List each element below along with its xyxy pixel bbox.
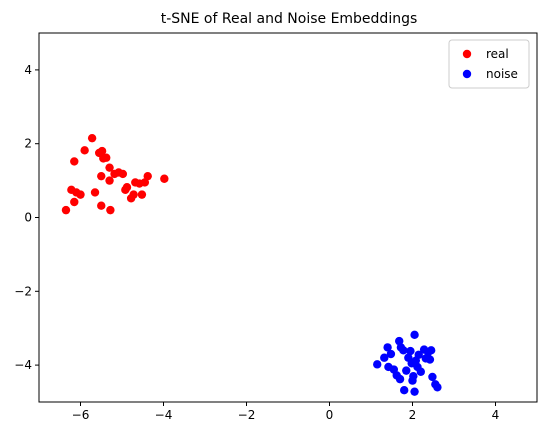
plot-frame	[38, 32, 538, 403]
real-point	[137, 190, 147, 199]
noise-point	[433, 383, 442, 392]
noise-point	[416, 367, 425, 376]
real-point	[80, 146, 89, 155]
y-axis: −4 −2 0 2 4	[14, 63, 39, 372]
data-points	[61, 133, 442, 396]
chart-title: t-SNE of Real and Noise Embeddings	[161, 11, 418, 27]
noise-point	[373, 360, 382, 369]
real-point	[105, 176, 114, 185]
x-axis: −6 −4 −2 0 2 4	[72, 402, 500, 422]
noise-point	[395, 374, 405, 384]
real-point	[106, 205, 115, 215]
real-point	[87, 133, 97, 143]
noise-point	[383, 343, 392, 352]
real-point	[122, 183, 132, 192]
real-point	[118, 169, 128, 179]
noise-point	[400, 385, 409, 395]
legend-label-real: real	[486, 47, 509, 61]
noise-point	[409, 371, 418, 381]
real-point	[143, 171, 152, 181]
real-point	[70, 197, 79, 207]
real-point	[61, 205, 71, 215]
real-point	[160, 174, 169, 183]
legend-marker-real	[462, 49, 472, 59]
real-point	[105, 163, 114, 172]
noise-point	[414, 350, 423, 359]
y-tick-label: −2	[14, 284, 32, 298]
x-tick-label: 0	[326, 408, 334, 422]
real-point	[90, 188, 100, 197]
noise-point	[380, 353, 389, 362]
x-tick-label: −6	[72, 408, 90, 422]
x-tick-label: 2	[409, 408, 417, 422]
y-tick-label: 4	[24, 63, 32, 77]
real-point	[97, 146, 107, 156]
noise-point	[410, 330, 419, 340]
real-point	[97, 171, 106, 181]
legend-label-noise: noise	[486, 67, 518, 81]
noise-point	[399, 346, 408, 355]
y-tick-label: −4	[14, 358, 32, 372]
real-point	[97, 201, 106, 210]
noise-point	[425, 355, 435, 364]
y-tick-label: 0	[24, 211, 32, 225]
noise-point	[406, 346, 415, 356]
real-point	[129, 190, 138, 199]
noise-point	[386, 349, 396, 359]
y-tick-label: 2	[24, 137, 32, 151]
real-point	[76, 190, 85, 199]
noise-point	[410, 387, 419, 396]
noise-point	[428, 372, 437, 382]
legend: real noise	[448, 39, 530, 89]
real-point	[140, 178, 150, 187]
x-tick-label: 4	[492, 408, 500, 422]
noise-point	[426, 346, 436, 355]
noise-point	[402, 366, 411, 375]
x-tick-label: −2	[238, 408, 256, 422]
x-tick-label: −4	[155, 408, 173, 422]
real-point	[102, 153, 111, 162]
real-point	[70, 157, 79, 166]
legend-marker-noise	[462, 69, 472, 79]
